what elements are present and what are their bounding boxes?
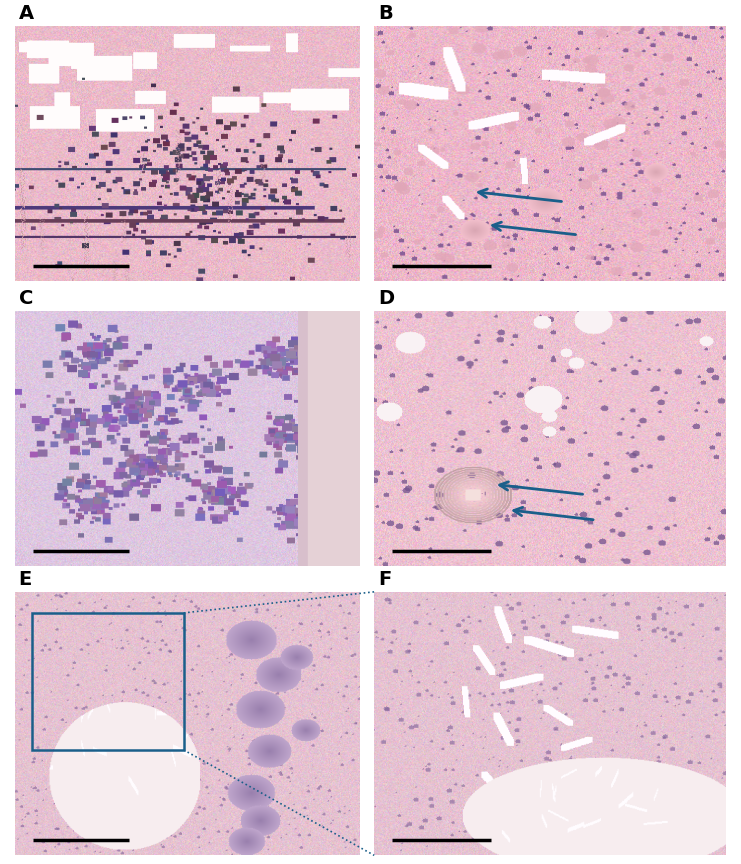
Text: B: B <box>378 4 393 23</box>
Bar <box>32 613 184 750</box>
Text: E: E <box>19 570 32 589</box>
Text: C: C <box>19 289 33 308</box>
Text: D: D <box>378 289 394 308</box>
Text: A: A <box>19 4 33 23</box>
Text: F: F <box>378 570 391 589</box>
